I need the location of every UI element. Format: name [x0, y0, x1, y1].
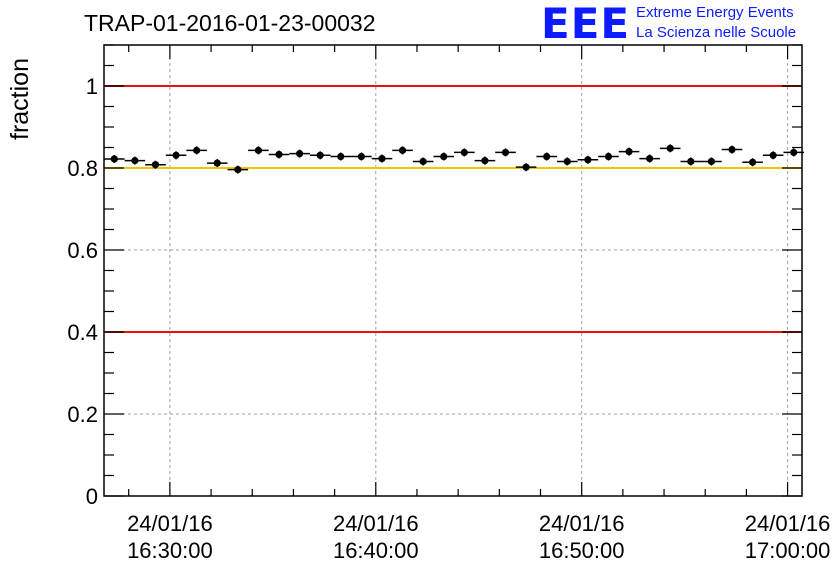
data-point — [790, 148, 798, 157]
y-tick-label: 0.4 — [67, 320, 98, 345]
data-point — [522, 163, 530, 171]
data-point — [563, 157, 571, 166]
data-point — [110, 155, 118, 163]
data-point — [501, 148, 510, 157]
data-point — [193, 146, 201, 154]
data-point — [748, 158, 757, 166]
data-point — [172, 151, 180, 159]
data-point — [687, 157, 695, 166]
data-point — [440, 152, 448, 161]
data-point — [398, 146, 407, 154]
y-tick-label: 1 — [86, 74, 98, 99]
data-point — [769, 151, 777, 159]
data-point — [378, 154, 386, 163]
x-tick-label-date: 24/01/16 — [333, 511, 419, 536]
x-tick-label-date: 24/01/16 — [539, 511, 625, 536]
axis-ticks — [104, 44, 802, 497]
data-point — [357, 152, 365, 161]
data-point — [254, 146, 263, 154]
grid-layer — [104, 45, 802, 497]
data-point — [316, 151, 324, 159]
data-point — [646, 154, 654, 163]
x-tick-label-time: 16:30:00 — [127, 538, 213, 563]
x-tick-label-time: 17:00:00 — [745, 538, 831, 563]
data-point — [707, 157, 716, 166]
data-point — [131, 157, 139, 165]
tick-labels: 00.20.40.60.8124/01/1616:30:0024/01/1616… — [67, 74, 830, 563]
data-point — [666, 144, 674, 152]
reference-lines — [104, 85, 802, 333]
data-point — [481, 157, 489, 165]
x-tick-label-time: 16:50:00 — [539, 538, 625, 563]
y-axis-label: fraction — [6, 58, 34, 140]
data-point — [419, 157, 427, 166]
data-point — [584, 156, 592, 164]
data-point — [728, 145, 736, 154]
y-tick-label: 0 — [86, 484, 98, 509]
data-point — [296, 150, 304, 158]
org-name-line-1: Extreme Energy Events — [636, 4, 794, 21]
eee-logo: EEE — [541, 0, 631, 48]
data-point — [151, 161, 160, 169]
y-tick-label: 0.6 — [67, 238, 98, 263]
data-point — [625, 148, 633, 156]
data-point — [460, 148, 468, 157]
data-point — [543, 152, 551, 161]
org-name-line-2: La Scienza nelle Scuole — [636, 24, 797, 41]
y-tick-label: 0.2 — [67, 402, 98, 427]
x-tick-label-time: 16:40:00 — [333, 538, 419, 563]
data-point — [213, 159, 221, 167]
x-tick-label-date: 24/01/16 — [127, 511, 213, 536]
data-point — [234, 166, 242, 174]
y-tick-label: 0.8 — [67, 156, 98, 181]
data-point — [604, 152, 613, 161]
x-tick-label-date: 24/01/16 — [745, 511, 831, 536]
data-points — [104, 144, 805, 174]
plot-frame — [103, 44, 803, 497]
data-point — [275, 150, 283, 159]
data-point — [337, 152, 345, 161]
chart-title: TRAP-01-2016-01-23-00032 — [84, 10, 376, 36]
